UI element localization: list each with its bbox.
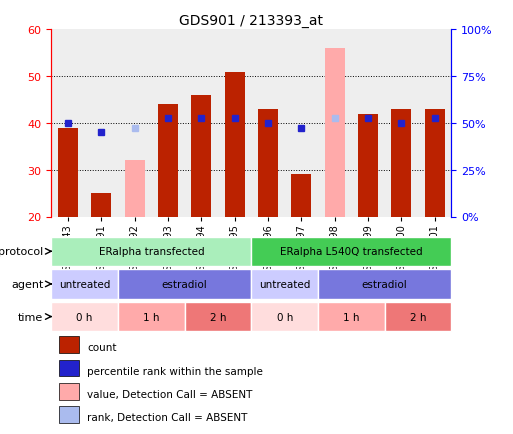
Bar xyxy=(251,30,285,217)
Text: 2 h: 2 h xyxy=(210,312,226,322)
Text: untreated: untreated xyxy=(59,279,110,289)
Bar xyxy=(425,110,445,217)
Bar xyxy=(60,406,80,423)
Bar xyxy=(225,72,245,217)
Bar xyxy=(285,30,318,217)
Text: ERalpha L540Q transfected: ERalpha L540Q transfected xyxy=(280,247,423,256)
Bar xyxy=(351,30,385,217)
Bar xyxy=(291,175,311,217)
Text: value, Detection Call = ABSENT: value, Detection Call = ABSENT xyxy=(87,389,253,399)
Bar xyxy=(318,302,385,332)
Text: 1 h: 1 h xyxy=(343,312,360,322)
Text: agent: agent xyxy=(11,279,43,289)
Bar xyxy=(51,302,118,332)
Bar xyxy=(251,270,318,299)
Bar xyxy=(118,30,151,217)
Bar xyxy=(51,237,251,266)
Text: percentile rank within the sample: percentile rank within the sample xyxy=(87,366,263,376)
Bar xyxy=(385,302,451,332)
Bar xyxy=(60,336,80,353)
Text: estradiol: estradiol xyxy=(162,279,208,289)
Text: estradiol: estradiol xyxy=(362,279,408,289)
Bar xyxy=(385,30,418,217)
Bar xyxy=(218,30,251,217)
Text: protocol: protocol xyxy=(0,247,43,256)
Bar xyxy=(60,383,80,400)
Text: count: count xyxy=(87,342,117,352)
Bar xyxy=(391,110,411,217)
Text: 2 h: 2 h xyxy=(410,312,426,322)
Bar xyxy=(418,30,451,217)
Text: 0 h: 0 h xyxy=(76,312,93,322)
Text: ERalpha transfected: ERalpha transfected xyxy=(98,247,204,256)
Bar xyxy=(85,30,118,217)
Bar xyxy=(191,95,211,217)
Bar xyxy=(325,49,345,217)
Bar xyxy=(185,302,251,332)
Text: untreated: untreated xyxy=(259,279,310,289)
Title: GDS901 / 213393_at: GDS901 / 213393_at xyxy=(180,14,323,28)
Bar xyxy=(151,30,185,217)
Bar xyxy=(58,128,78,217)
Bar xyxy=(185,30,218,217)
Bar xyxy=(318,30,351,217)
Bar xyxy=(60,360,80,376)
Text: 0 h: 0 h xyxy=(277,312,293,322)
Bar xyxy=(251,302,318,332)
Bar xyxy=(358,114,378,217)
Text: rank, Detection Call = ABSENT: rank, Detection Call = ABSENT xyxy=(87,413,248,423)
Bar xyxy=(125,161,145,217)
Bar xyxy=(51,270,118,299)
Text: time: time xyxy=(18,312,43,322)
Bar xyxy=(91,194,111,217)
Bar xyxy=(251,237,451,266)
Bar xyxy=(51,30,85,217)
Bar xyxy=(258,110,278,217)
Text: 1 h: 1 h xyxy=(143,312,160,322)
Bar xyxy=(118,270,251,299)
Bar xyxy=(318,270,451,299)
Bar xyxy=(118,302,185,332)
Bar xyxy=(158,105,178,217)
